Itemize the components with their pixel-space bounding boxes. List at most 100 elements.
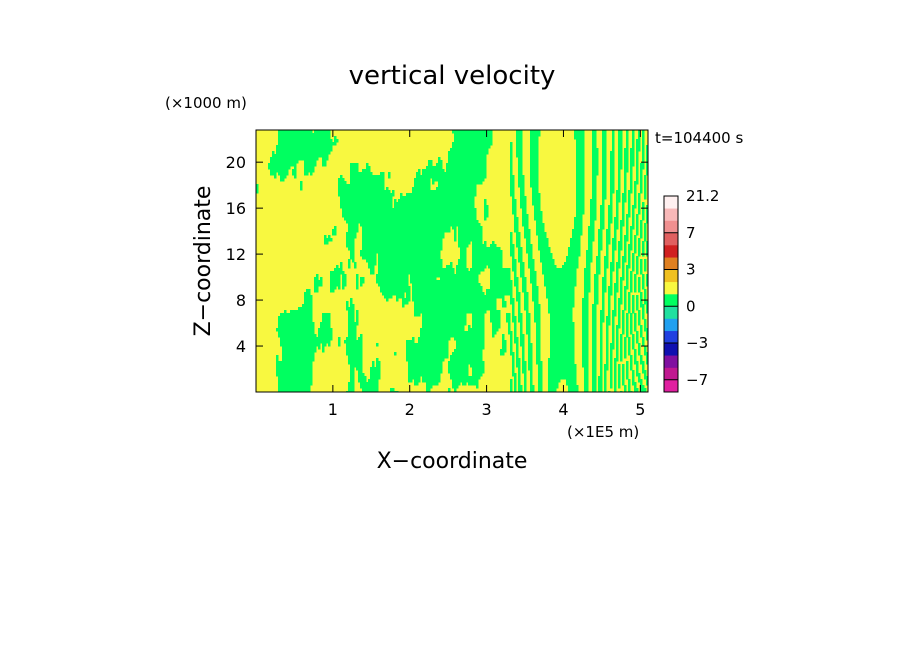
field-cell [522,280,527,284]
field-cell [524,232,531,236]
field-cell [632,268,635,272]
field-cell [314,280,323,284]
field-cell [612,319,615,323]
field-cell [282,352,315,356]
field-cell [592,367,597,371]
field-cell [348,322,359,326]
field-cell [642,316,645,320]
field-cell [640,382,643,386]
field-cell [590,217,597,221]
field-cell [322,319,331,323]
field-cell [420,334,485,338]
field-cell [634,199,637,203]
field-cell [600,331,603,335]
field-cell [636,256,639,260]
field-cell [382,292,405,296]
field-cell [582,355,589,359]
field-cell [598,253,601,257]
field-cell [322,349,325,353]
field-cell [592,334,597,338]
field-cell [528,349,533,353]
field-cell [550,355,575,359]
field-cell [438,157,441,161]
field-cell [518,379,521,383]
field-cell [590,202,597,206]
field-cell [618,316,621,320]
field-cell [616,328,619,332]
field-cell [636,151,639,155]
field-cell [490,244,497,248]
field-cell [544,283,577,287]
field-cell [632,217,635,221]
field-cell [632,346,635,350]
field-cell [602,304,605,308]
field-cell [598,238,603,242]
field-cell [618,175,621,179]
field-cell [634,235,637,239]
field-cell [394,352,397,356]
field-cell [520,187,525,191]
field-cell [642,343,645,347]
field-cell [632,295,635,299]
field-cell [300,181,303,185]
field-cell [640,169,643,173]
field-cell [516,286,519,290]
field-cell [608,307,611,311]
field-cell [618,157,623,161]
field-cell [608,223,611,227]
field-cell [628,199,631,203]
field-cell [628,349,631,353]
field-cell [642,250,645,254]
field-cell [376,343,379,347]
field-cell [632,382,637,386]
field-cell [632,259,635,263]
field-cell [646,331,648,335]
field-cell [376,364,381,368]
field-cell [602,166,607,170]
field-cell [610,178,615,182]
field-cell [356,286,359,290]
field-cell [616,334,619,338]
field-cell [606,322,611,326]
field-cell [520,325,523,329]
field-cell [346,241,355,245]
field-cell [338,286,341,290]
field-cell [602,148,607,152]
field-cell [620,283,623,287]
field-cell [518,247,523,251]
field-cell [426,166,443,170]
field-cell [472,256,503,260]
field-cell [606,355,609,359]
field-cell [606,319,611,323]
field-cell [594,292,599,296]
field-cell [626,130,629,134]
field-cell [638,130,641,134]
field-cell [456,271,481,275]
field-cell [448,367,469,371]
field-cell [624,238,629,242]
field-cell [520,268,525,272]
field-cell [614,367,617,371]
field-cell [634,247,637,251]
field-cell [622,202,625,206]
field-cell [624,304,627,308]
field-cell [512,358,515,362]
field-cell [408,367,443,371]
field-cell [634,187,637,191]
field-cell [520,190,525,194]
field-cell [634,385,637,389]
field-cell [536,220,543,224]
field-cell [608,208,613,212]
field-cell [334,136,337,140]
field-cell [362,169,371,173]
field-cell [608,295,611,299]
field-cell [602,277,607,281]
field-cell [622,328,625,332]
field-cell [396,295,405,299]
field-cell [518,310,521,314]
field-cell [514,217,519,221]
field-cell [614,295,617,299]
field-cell [612,325,615,329]
field-cell [584,379,589,383]
field-cell [278,316,313,320]
